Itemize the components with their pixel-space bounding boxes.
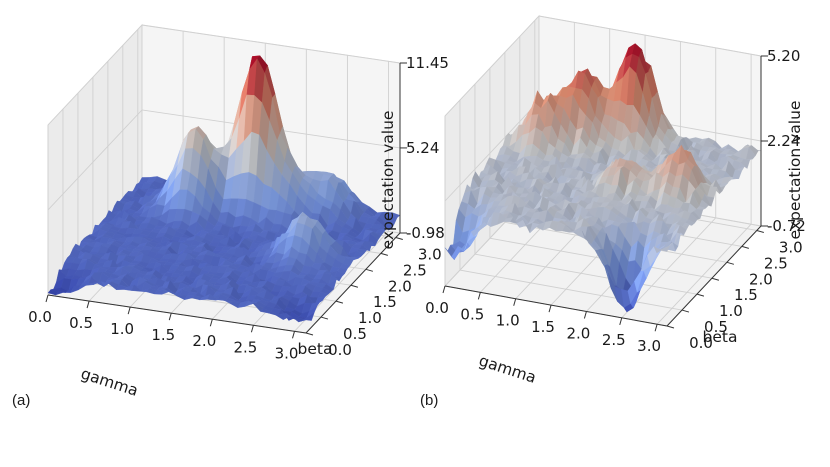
y-tick-label: 0.5 bbox=[704, 318, 728, 336]
y-tick-label: 2.5 bbox=[764, 254, 788, 272]
y-tick-mark bbox=[666, 325, 675, 329]
x-tick-label: 2.5 bbox=[233, 338, 257, 356]
panel-b-y-ticks: 0.00.51.01.52.02.53.0 bbox=[666, 225, 803, 352]
panel-b-surface bbox=[444, 43, 762, 313]
x-tick-mark bbox=[127, 306, 131, 315]
y-axis-line bbox=[666, 225, 762, 327]
y-tick-label: 2.5 bbox=[403, 261, 427, 279]
panel-b-z-axis-label: expectation value bbox=[786, 101, 804, 240]
z-tick-label: 2.24 bbox=[767, 132, 800, 150]
z-tick-label: -0.72 bbox=[767, 217, 806, 235]
panel-a-y-ticks: 0.00.51.01.52.02.53.0 bbox=[305, 232, 442, 359]
y-tick-mark bbox=[365, 268, 374, 272]
y-tick-label: 2.0 bbox=[388, 277, 412, 295]
x-tick-label: 1.0 bbox=[110, 320, 134, 338]
y-tick-mark bbox=[335, 300, 344, 304]
panel-b-y-axis-label: beta bbox=[703, 328, 738, 346]
y-tick-mark bbox=[711, 277, 720, 281]
x-tick-mark bbox=[250, 325, 254, 333]
x-tick-label: 2.0 bbox=[192, 332, 216, 350]
x-tick-label: 0.0 bbox=[28, 308, 52, 326]
x-tick-mark bbox=[513, 298, 517, 306]
panel-b-z-ticks: -0.72 2.24 5.20 bbox=[760, 47, 806, 235]
y-tick-mark bbox=[756, 229, 764, 233]
z-tick-label: -0.98 bbox=[406, 224, 445, 242]
y-tick-mark bbox=[726, 261, 735, 265]
x-tick-mark bbox=[168, 313, 172, 321]
panel-b-surface-plot: 0.0 0.5 1.0 1.5 2.0 2.5 3.0 0.00.51.01.52.02.5… bbox=[420, 14, 806, 409]
panel-b-x-axis-label: gamma bbox=[477, 352, 539, 387]
y-axis-line bbox=[305, 232, 401, 334]
y-tick-label: 1.0 bbox=[358, 309, 382, 327]
panel-a-x-axis-label: gamma bbox=[79, 365, 141, 400]
x-axis-line bbox=[444, 285, 668, 327]
x-tick-mark bbox=[477, 292, 481, 300]
panel-a-x-ticks: 0.0 0.5 1.0 1.5 2.0 2.5 3.0 bbox=[28, 294, 307, 362]
z-gridline bbox=[444, 15, 762, 117]
y-tick-label: 1.5 bbox=[373, 293, 397, 311]
x-tick-label: 0.0 bbox=[425, 299, 449, 317]
panel-a-z-ticks: -0.98 5.24 11.45 bbox=[399, 54, 449, 242]
panel-a-surface-plot: 0.0 0.5 1.0 1.5 2.0 2.5 3.0 0.00.51.01.52.02.5… bbox=[12, 23, 449, 409]
x-tick-mark bbox=[654, 324, 658, 332]
x-tick-label: 2.0 bbox=[566, 324, 590, 342]
y-tick-label: 1.0 bbox=[719, 302, 743, 320]
x-tick-mark bbox=[619, 317, 623, 325]
z-tick-label: 5.20 bbox=[767, 47, 800, 65]
y-tick-mark bbox=[395, 236, 403, 240]
y-tick-mark bbox=[305, 332, 314, 336]
y-tick-mark bbox=[681, 309, 690, 313]
y-tick-label: 1.5 bbox=[734, 286, 758, 304]
x-tick-mark bbox=[209, 319, 213, 327]
x-tick-label: 2.5 bbox=[602, 331, 626, 349]
x-tick-mark bbox=[45, 294, 49, 303]
y-tick-mark bbox=[350, 284, 359, 288]
y-tick-label: 2.0 bbox=[749, 270, 773, 288]
y-tick-label: 0.5 bbox=[343, 325, 367, 343]
y-tick-mark bbox=[741, 245, 749, 249]
z-gridline bbox=[47, 24, 401, 126]
panel-a-z-axis-label: expectation value bbox=[379, 111, 397, 250]
panel-a-surface bbox=[47, 55, 401, 323]
panel-b-x-ticks: 0.0 0.5 1.0 1.5 2.0 2.5 3.0 bbox=[425, 285, 668, 355]
x-tick-label: 0.5 bbox=[460, 305, 484, 323]
x-tick-label: 0.5 bbox=[69, 314, 93, 332]
x-tick-label: 1.0 bbox=[496, 312, 520, 330]
x-tick-mark bbox=[442, 285, 446, 294]
y-tick-label: 0.0 bbox=[328, 341, 352, 359]
panel-a-label: (a) bbox=[12, 392, 30, 409]
x-tick-mark bbox=[86, 300, 90, 309]
y-tick-label: 3.0 bbox=[779, 238, 803, 256]
surface-facet bbox=[298, 318, 309, 323]
panel-a-y-axis-label: beta bbox=[298, 340, 333, 358]
x-tick-mark bbox=[583, 311, 587, 319]
y-tick-mark bbox=[696, 293, 705, 297]
panel-b-label: (b) bbox=[420, 392, 438, 409]
z-tick-label: 5.24 bbox=[406, 139, 439, 157]
x-tick-label: 1.5 bbox=[151, 326, 175, 344]
x-tick-label: 1.5 bbox=[531, 318, 555, 336]
y-tick-label: 3.0 bbox=[418, 245, 442, 263]
x-tick-mark bbox=[292, 331, 295, 339]
surface-facet bbox=[659, 245, 671, 252]
x-tick-label: 3.0 bbox=[275, 344, 299, 362]
z-gridline bbox=[47, 109, 401, 211]
z-tick-label: 11.45 bbox=[406, 54, 449, 72]
x-tick-mark bbox=[548, 304, 552, 313]
x-axis-line bbox=[47, 294, 307, 334]
x-tick-label: 3.0 bbox=[637, 337, 661, 355]
y-tick-mark bbox=[320, 316, 329, 320]
y-tick-mark bbox=[380, 252, 388, 256]
y-tick-label: 0.0 bbox=[689, 334, 713, 352]
